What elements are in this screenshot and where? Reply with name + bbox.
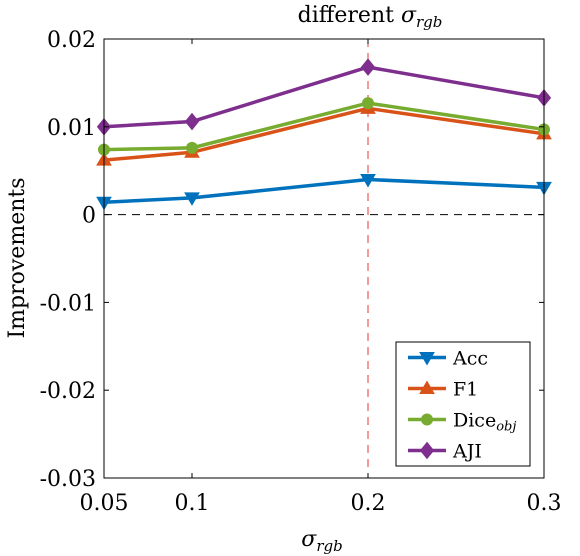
data-point-aji-1 — [184, 112, 200, 131]
legend-marker-acc — [419, 352, 435, 366]
y-tick-label: 0.01 — [47, 116, 96, 141]
legend-label-aji: AJI — [452, 441, 482, 463]
series-line-dice — [103, 101, 545, 152]
data-point-dice-2 — [362, 97, 374, 110]
x-axis-label: σrgb — [301, 527, 342, 555]
chart-title: different σrgb — [298, 3, 443, 31]
series-line-acc — [103, 177, 545, 205]
legend-label-dice: Diceobj — [453, 410, 516, 435]
x-tick-label: 0.05 — [80, 491, 129, 516]
x-tick-label: 0.3 — [527, 491, 562, 516]
data-point-dice-1 — [186, 141, 198, 154]
legend-marker-f1 — [419, 380, 435, 394]
series-line-aji — [103, 65, 545, 129]
y-tick-label: 0.02 — [47, 28, 96, 53]
legend-label-acc: Acc — [452, 348, 488, 370]
y-axis-label: Improvements — [5, 177, 30, 338]
series-aji — [96, 58, 552, 136]
y-tick-label: -0.03 — [40, 467, 96, 492]
legend-box — [395, 341, 531, 467]
series-dice — [98, 97, 550, 156]
legend-marker-aji — [419, 441, 435, 460]
legend-marker-dice — [421, 413, 433, 426]
x-tick-label: 0.2 — [351, 491, 386, 516]
plot-frame — [103, 38, 545, 479]
legend-label-f1: F1 — [453, 379, 478, 401]
data-point-acc-2 — [360, 173, 376, 188]
data-point-aji-2 — [360, 58, 376, 76]
data-point-acc-1 — [184, 192, 200, 206]
axis-layer: 0.05 0.1 0.2 0.3 0.02 0.01 0 -0.01 -0.02 -0.03 — [40, 28, 562, 516]
y-tick-label: -0.02 — [40, 379, 96, 404]
x-tick-label: 0.1 — [175, 491, 210, 516]
series-line-f1 — [103, 106, 545, 162]
y-tick-label: 0 — [82, 204, 96, 229]
legend: Acc F1 Diceobj AJI — [395, 341, 531, 467]
y-tick-label: -0.01 — [40, 291, 96, 316]
